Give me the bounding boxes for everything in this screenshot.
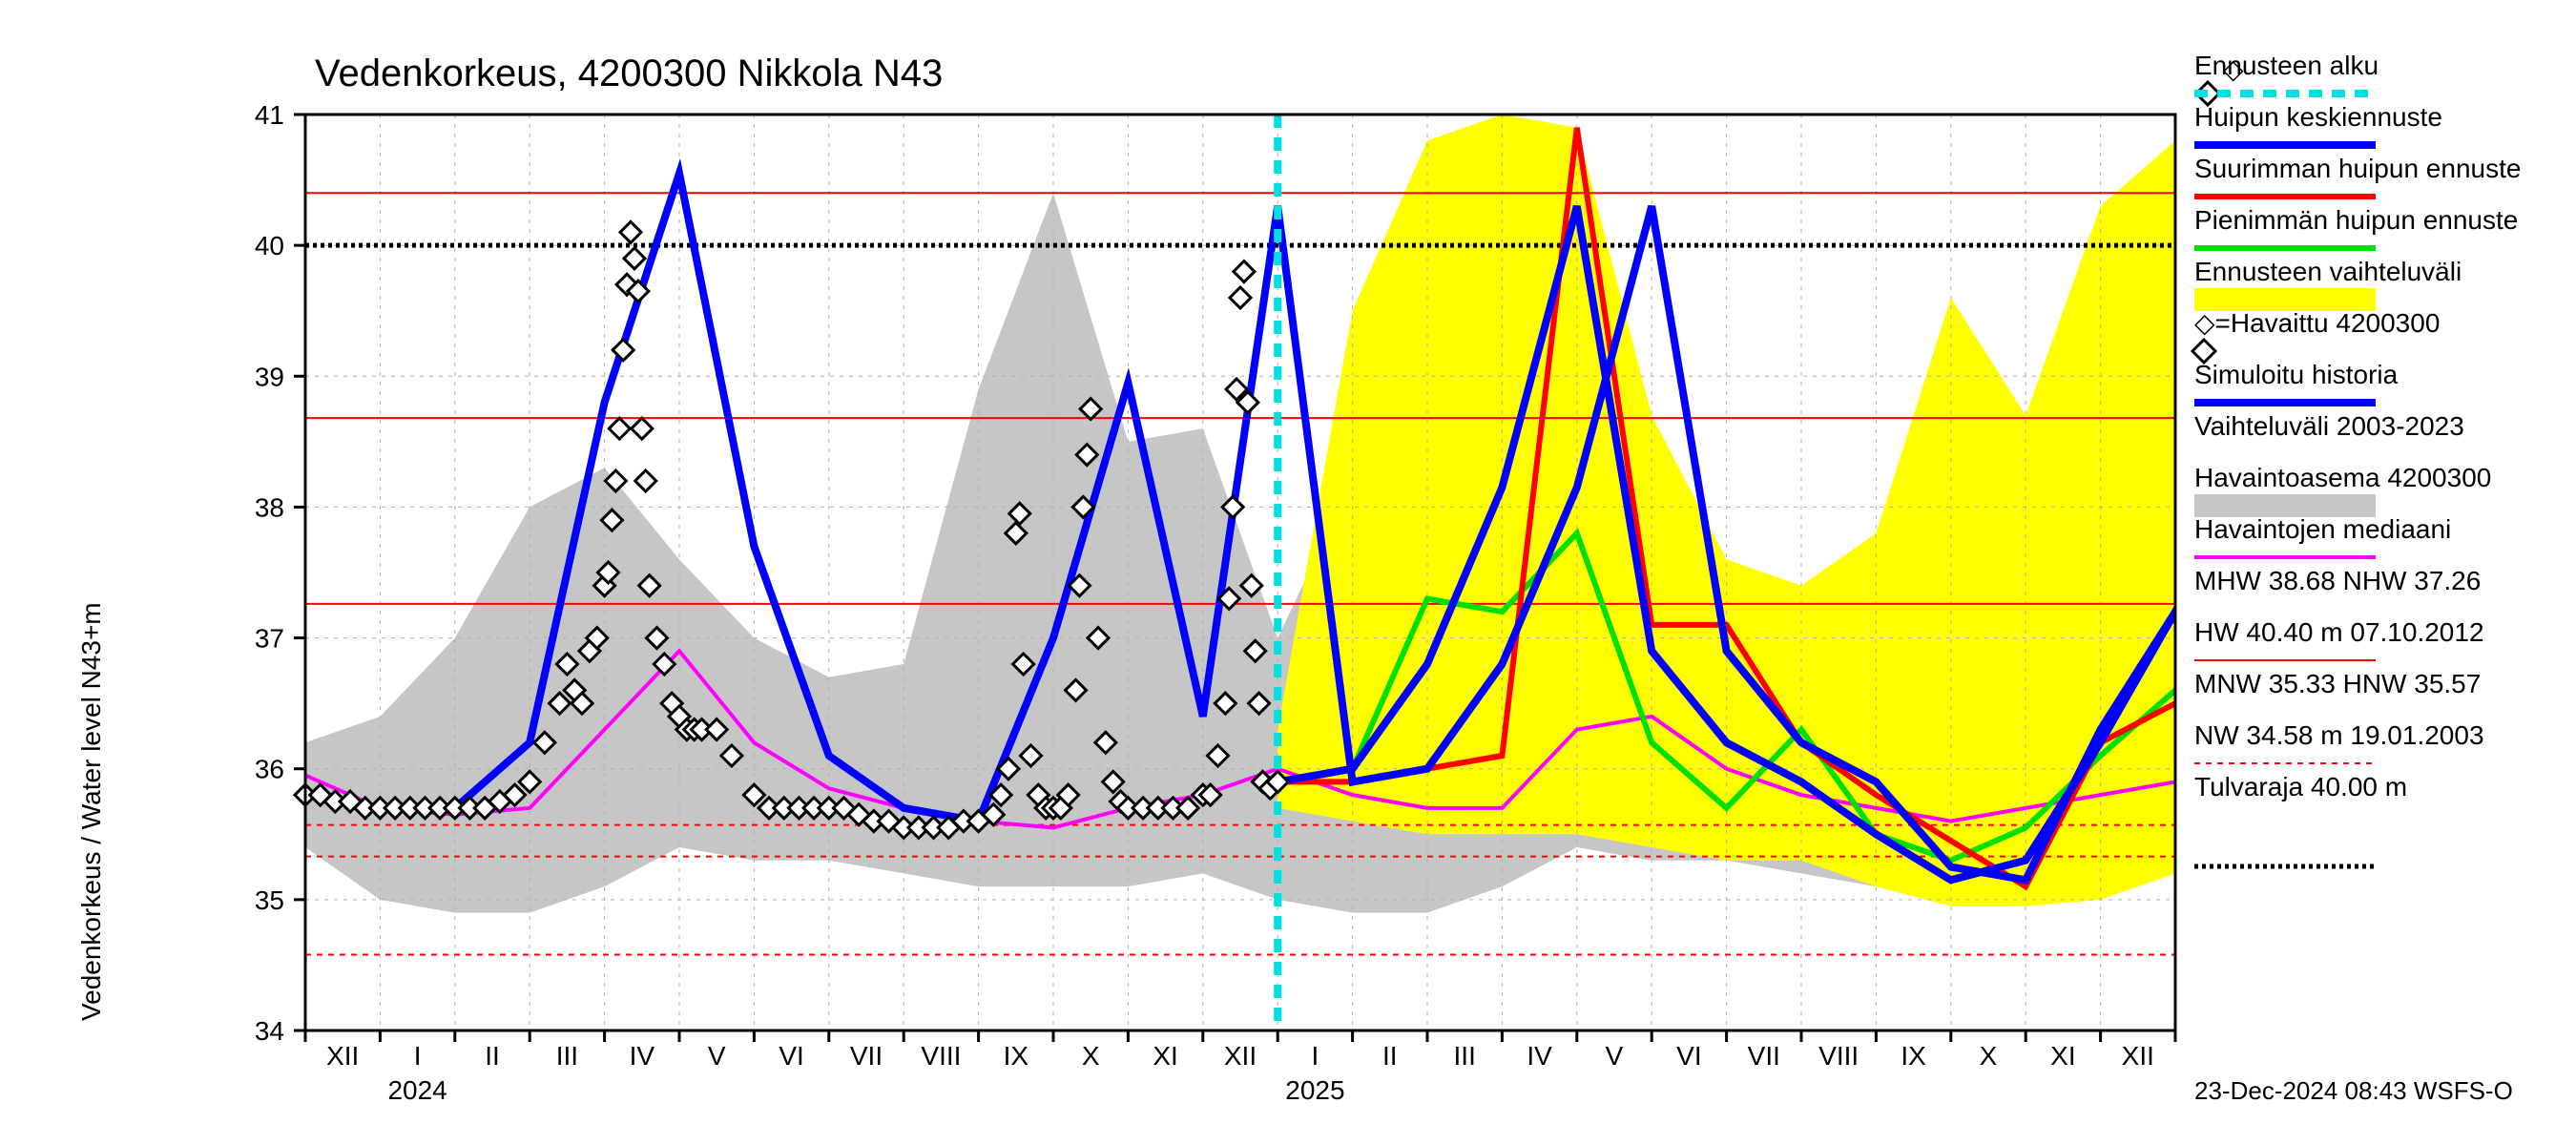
y-tick-label: 41 [255,100,284,130]
legend-label: Huipun keskiennuste [2194,102,2442,132]
legend-label: MHW 38.68 NHW 37.26 [2194,566,2481,595]
x-tick-label: III [1454,1041,1476,1071]
chart-svg: 3435363738394041XIIIIIIIIIVVVIVIIVIIIIXX… [0,0,2576,1145]
x-tick-label: XII [2122,1041,2154,1071]
legend-label: Havaintojen mediaani [2194,514,2451,544]
x-tick-label: V [708,1041,726,1071]
x-tick-label: X [1980,1041,1998,1071]
legend-label: HW 40.40 m 07.10.2012 [2194,617,2484,647]
footer-timestamp: 23-Dec-2024 08:43 WSFS-O [2194,1076,2513,1105]
y-tick-label: 36 [255,755,284,784]
x-tick-label: XII [326,1041,359,1071]
x-year-label: 2024 [387,1075,447,1105]
legend-label: Tulvaraja 40.00 m [2194,772,2407,802]
legend-label: Pienimmän huipun ennuste [2194,205,2518,235]
legend-label: NW 34.58 m 19.01.2003 [2194,720,2484,750]
legend-label: ◇=Havaittu 4200300 [2194,308,2440,338]
legend-label: Vaihteluväli 2003-2023 [2194,411,2464,441]
x-tick-label: VII [850,1041,883,1071]
y-axis-label: Vedenkorkeus / Water level N43+m [76,602,106,1021]
water-level-chart: 3435363738394041XIIIIIIIIIVVVIVIIVIIIIXX… [0,0,2576,1145]
x-tick-label: VI [779,1041,803,1071]
x-tick-label: I [414,1041,422,1071]
x-tick-label: XII [1224,1041,1257,1071]
y-tick-label: 34 [255,1016,284,1046]
x-year-label: 2025 [1285,1075,1344,1105]
legend-label: Ennusteen vaihteluväli [2194,257,2462,286]
x-tick-label: XI [1153,1041,1177,1071]
x-tick-label: I [1312,1041,1319,1071]
y-tick-label: 39 [255,362,284,391]
y-tick-label: 38 [255,492,284,522]
x-tick-label: IV [1527,1041,1552,1071]
x-tick-label: XI [2050,1041,2075,1071]
x-tick-label: IX [1901,1041,1926,1071]
x-tick-label: VIII [921,1041,961,1071]
legend-label: MNW 35.33 HNW 35.57 [2194,669,2481,698]
x-tick-label: IV [630,1041,655,1071]
legend-label: Simuloitu historia [2194,360,2399,389]
x-tick-label: X [1082,1041,1100,1071]
y-tick-label: 35 [255,885,284,915]
x-tick-label: IX [1004,1041,1029,1071]
x-tick-label: II [485,1041,500,1071]
x-tick-label: II [1382,1041,1398,1071]
x-tick-label: VIII [1818,1041,1859,1071]
legend-label: Havaintoasema 4200300 [2194,463,2491,492]
chart-title: Vedenkorkeus, 4200300 Nikkola N43 [315,52,943,94]
legend-label: Suurimman huipun ennuste [2194,154,2521,183]
y-tick-label: 37 [255,624,284,654]
x-tick-label: VI [1676,1041,1701,1071]
legend-label: Ennusteen alku [2194,51,2379,80]
y-tick-label: 40 [255,231,284,260]
x-tick-label: V [1606,1041,1624,1071]
x-tick-label: VII [1748,1041,1780,1071]
x-tick-label: III [556,1041,578,1071]
